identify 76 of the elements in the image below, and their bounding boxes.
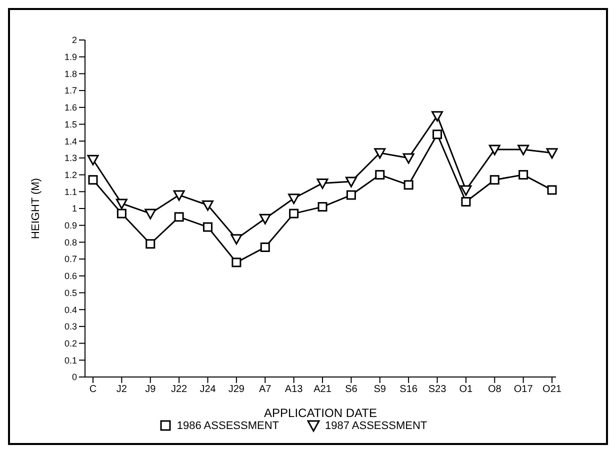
point	[87, 154, 99, 166]
point	[461, 197, 471, 207]
point	[88, 175, 98, 185]
y-tick-label: 0.6	[64, 271, 77, 282]
y-tick-label: 0.8	[64, 237, 77, 248]
point	[374, 148, 386, 159]
point	[232, 258, 242, 268]
y-tick-label: 2	[72, 35, 77, 46]
x-tick-label: A13	[284, 384, 304, 396]
point	[173, 190, 185, 201]
y-tick-label: 1.3	[64, 153, 77, 164]
x-tick-label: S9	[374, 384, 386, 396]
point	[288, 194, 300, 204]
x-axis-title: APPLICATION DATE	[264, 406, 377, 420]
point	[518, 144, 530, 156]
y-tick-label: 1.8	[64, 68, 77, 79]
point	[432, 111, 443, 122]
x-tick-label: O17	[514, 384, 534, 396]
x-tick-label: O8	[488, 384, 502, 396]
point	[202, 200, 214, 211]
y-tick-label: 1.2	[64, 170, 77, 180]
legend-label: 1987 ASSESSMENT	[324, 419, 428, 433]
y-tick-label: 1.6	[64, 102, 77, 113]
y-tick-label: 1.5	[64, 119, 77, 130]
x-tick-label: J9	[145, 384, 156, 396]
x-tick-label: S23	[428, 384, 447, 396]
x-tick-label: S16	[400, 384, 418, 396]
point	[203, 222, 212, 232]
x-tick-label: A21	[314, 384, 332, 396]
y-tick-label: 0.4	[64, 304, 77, 315]
point	[260, 242, 270, 252]
point	[230, 234, 242, 245]
point	[316, 178, 328, 189]
point	[518, 170, 528, 180]
point	[174, 212, 184, 222]
x-tick-label: J2	[116, 384, 128, 396]
point	[375, 170, 385, 180]
point	[546, 148, 558, 159]
y-tick-label: 1.7	[64, 86, 77, 96]
point	[259, 214, 271, 224]
point	[346, 190, 356, 200]
x-tick-label: J24	[200, 384, 216, 396]
x-tick-label: C	[89, 384, 97, 396]
point	[144, 208, 156, 220]
y-tick-label: 1.1	[64, 186, 77, 197]
y-tick-label: 1.9	[64, 52, 77, 62]
point	[488, 144, 500, 156]
x-tick-label: J22	[171, 384, 188, 396]
y-tick-label: 0.1	[64, 355, 77, 366]
point	[460, 185, 472, 196]
x-tick-label: O1	[459, 384, 474, 396]
y-tick-label: 0.2	[64, 338, 77, 348]
point	[146, 239, 156, 249]
y-tick-label: 0.5	[64, 288, 77, 298]
y-tick-label: 0.9	[64, 220, 77, 231]
x-tick-label: O21	[542, 384, 562, 396]
point	[289, 208, 299, 218]
y-tick-label: 0	[72, 372, 77, 382]
y-tick-label: 0.7	[64, 254, 77, 264]
legend-label: 1986 ASSESSMENT	[176, 419, 279, 433]
point	[432, 130, 442, 140]
point	[404, 180, 414, 190]
y-tick-label: 0.3	[64, 322, 77, 332]
point	[402, 153, 414, 164]
y-tick-label: 1	[72, 204, 77, 214]
x-tick-label: J29	[228, 384, 245, 396]
point	[116, 208, 126, 218]
point	[345, 176, 357, 188]
point	[318, 202, 328, 212]
y-axis-title: HEIGHT (M)	[30, 178, 42, 239]
x-tick-label: A7	[259, 384, 272, 396]
x-tick-label: S6	[345, 384, 358, 396]
y-tick-label: 1.4	[64, 136, 77, 146]
point	[116, 198, 128, 210]
point	[547, 185, 557, 195]
point	[490, 175, 500, 185]
